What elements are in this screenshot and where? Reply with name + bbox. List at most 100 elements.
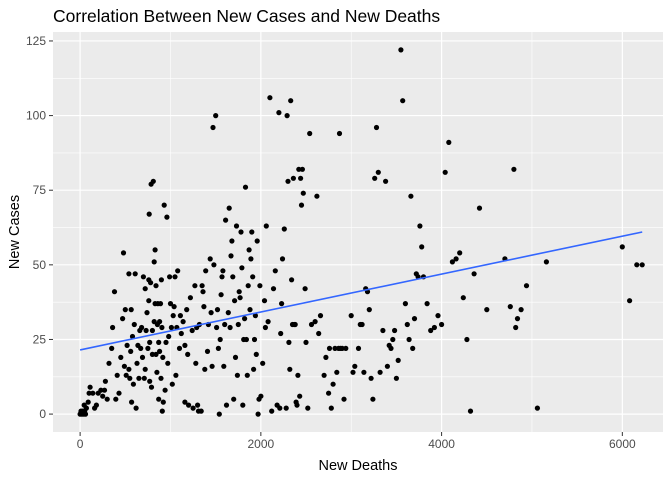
- data-point: [124, 342, 130, 348]
- data-point: [332, 345, 338, 351]
- data-point: [406, 336, 412, 343]
- data-point: [189, 327, 195, 334]
- data-point: [165, 360, 171, 366]
- data-point: [153, 283, 159, 289]
- y-tick-label: 50: [33, 258, 47, 272]
- data-point: [476, 205, 483, 211]
- data-point: [341, 396, 347, 402]
- data-point: [128, 348, 134, 354]
- data-point: [355, 345, 362, 351]
- data-point: [126, 366, 132, 372]
- data-point: [411, 316, 418, 322]
- data-point: [172, 274, 178, 280]
- data-point: [232, 298, 238, 304]
- data-point: [352, 363, 358, 369]
- data-point: [146, 298, 152, 304]
- data-point: [294, 402, 300, 408]
- data-point: [157, 348, 163, 354]
- data-point: [627, 298, 633, 304]
- data-point: [234, 372, 240, 378]
- data-point: [244, 372, 250, 378]
- data-point: [402, 301, 408, 307]
- data-point: [284, 113, 290, 119]
- data-point: [262, 324, 268, 331]
- data-point: [361, 369, 367, 375]
- data-point: [328, 405, 334, 411]
- data-point: [167, 274, 173, 280]
- data-point: [169, 381, 175, 387]
- data-point: [132, 271, 138, 277]
- data-point: [154, 369, 160, 375]
- data-point: [297, 393, 303, 399]
- data-point: [442, 169, 448, 175]
- data-point: [276, 110, 282, 116]
- data-point: [113, 396, 119, 402]
- data-point: [326, 345, 333, 351]
- data-point: [167, 301, 174, 307]
- data-point: [307, 130, 313, 137]
- data-point: [395, 357, 401, 363]
- data-point: [122, 307, 128, 313]
- data-point: [368, 375, 374, 381]
- data-point: [366, 307, 372, 313]
- data-point: [279, 301, 285, 307]
- data-point: [326, 390, 332, 396]
- data-point: [343, 345, 349, 351]
- data-point: [136, 375, 142, 381]
- data-point: [185, 351, 191, 357]
- data-point: [484, 307, 490, 313]
- data-point: [247, 307, 253, 313]
- y-tick-label: 100: [26, 109, 46, 123]
- data-point: [435, 313, 441, 319]
- data-point: [81, 402, 87, 408]
- x-tick-label: 6000: [609, 437, 636, 451]
- data-point: [134, 360, 140, 366]
- data-point: [453, 256, 459, 262]
- data-point: [265, 319, 271, 325]
- data-point: [471, 271, 477, 277]
- x-tick-label: 4000: [428, 437, 455, 451]
- data-point: [257, 283, 263, 289]
- data-point: [109, 345, 115, 351]
- data-point: [384, 363, 390, 369]
- data-point: [232, 354, 239, 360]
- data-point: [162, 387, 168, 393]
- data-point: [523, 283, 530, 289]
- data-point: [428, 327, 434, 334]
- data-point: [156, 396, 162, 402]
- data-point: [140, 274, 146, 280]
- data-point: [142, 286, 148, 292]
- data-point: [130, 381, 136, 387]
- data-point: [267, 95, 273, 101]
- data-point: [147, 339, 153, 345]
- data-point: [400, 98, 406, 104]
- data-point: [243, 336, 249, 343]
- data-point: [248, 256, 254, 262]
- data-point: [120, 316, 126, 322]
- data-point: [173, 372, 179, 378]
- data-point: [316, 330, 322, 337]
- y-tick-label: 125: [26, 34, 46, 48]
- data-point: [210, 124, 216, 131]
- data-point: [417, 223, 423, 229]
- data-point: [178, 330, 184, 337]
- data-point: [251, 336, 258, 343]
- data-point: [213, 113, 219, 119]
- data-point: [203, 268, 209, 274]
- data-point: [393, 375, 399, 381]
- data-point: [513, 324, 519, 331]
- data-point: [98, 387, 104, 393]
- data-point: [120, 250, 127, 256]
- data-point: [634, 262, 640, 268]
- data-point: [236, 289, 242, 295]
- data-point: [348, 313, 354, 319]
- data-point: [223, 217, 229, 223]
- data-point: [139, 324, 145, 331]
- data-point: [129, 333, 136, 340]
- data-point: [192, 283, 198, 289]
- data-point: [230, 274, 236, 280]
- data-point: [250, 274, 256, 280]
- data-point: [100, 393, 106, 399]
- data-point: [410, 345, 416, 351]
- data-point: [380, 327, 386, 334]
